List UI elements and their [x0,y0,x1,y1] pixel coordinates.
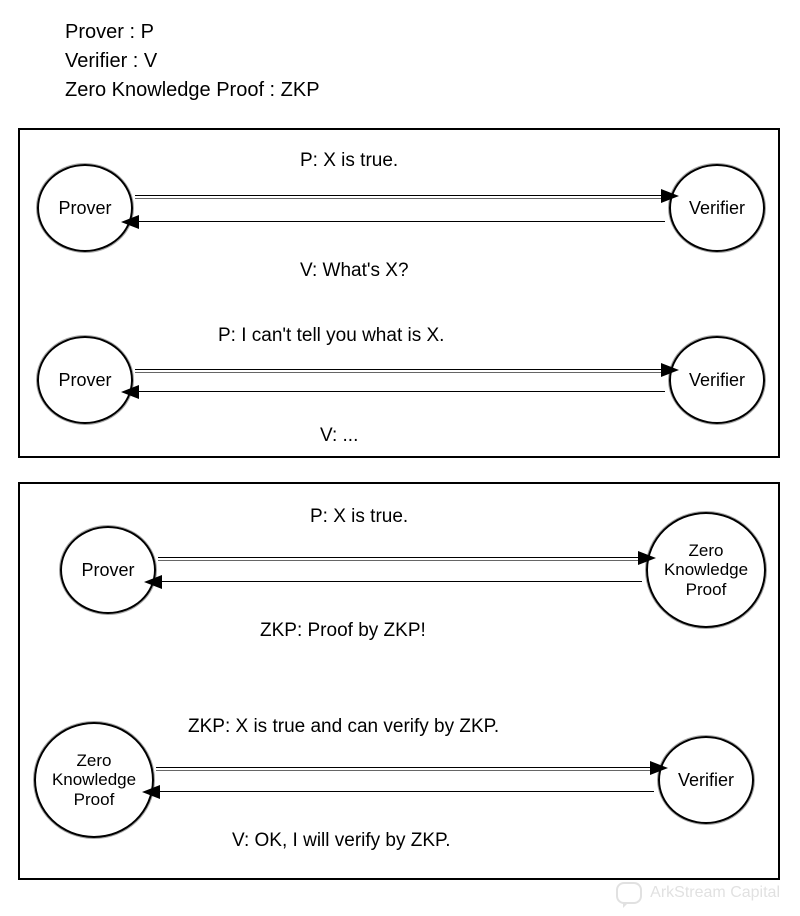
legend-line: Prover : P [65,18,320,47]
node-p1-prover2: Prover [37,336,133,424]
legend-line: Verifier : V [65,47,320,76]
wechat-icon [616,882,642,904]
node-p2-verifier: Verifier [658,736,754,824]
node-p2-zkp-r: ZeroKnowledgeProof [646,512,766,628]
panel-top [18,128,780,458]
message: V: ... [320,425,358,447]
arrow [158,581,642,583]
node-p1-verifier2: Verifier [669,336,765,424]
message: V: OK, I will verify by ZKP. [232,830,451,852]
node-p1-prover: Prover [37,164,133,252]
legend: Prover : P Verifier : V Zero Knowledge P… [65,18,320,105]
watermark-text: ArkStream Capital [650,884,780,902]
diagram-canvas: Prover : P Verifier : V Zero Knowledge P… [0,0,800,916]
node-p2-prover: Prover [60,526,156,614]
watermark: ArkStream Capital [616,882,780,904]
legend-line: Zero Knowledge Proof : ZKP [65,76,320,105]
node-p2-zkp-l: ZeroKnowledgeProof [34,722,154,838]
arrow [135,369,665,371]
arrow [158,557,642,559]
message: P: X is true. [310,506,408,528]
message: ZKP: Proof by ZKP! [260,620,426,642]
arrow [156,791,654,793]
message: P: I can't tell you what is X. [218,325,444,347]
message: V: What's X? [300,260,409,282]
arrow [156,767,654,769]
node-p1-verifier: Verifier [669,164,765,252]
message: P: X is true. [300,150,398,172]
message: ZKP: X is true and can verify by ZKP. [188,716,499,738]
arrow [135,221,665,223]
arrow [135,195,665,197]
arrow [135,391,665,393]
